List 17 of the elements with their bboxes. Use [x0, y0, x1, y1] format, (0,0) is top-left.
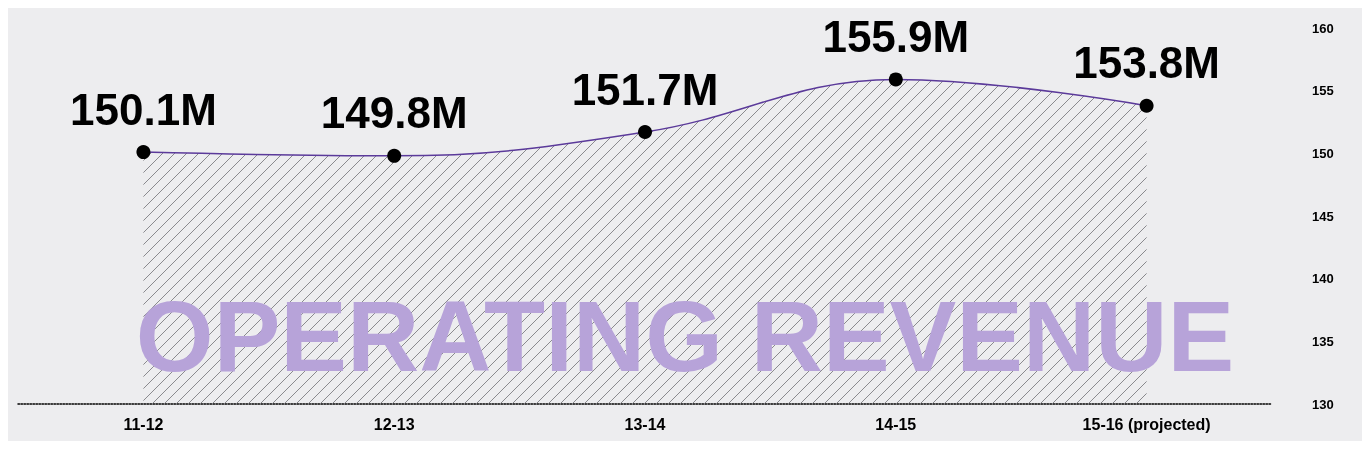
data-label: 149.8M: [320, 88, 468, 138]
y-tick-label: 150: [1312, 145, 1334, 161]
y-tick-label: 140: [1312, 271, 1334, 287]
x-tick-label: 11-12: [123, 415, 164, 433]
data-label: 151.7M: [571, 64, 719, 114]
data-label: 153.8M: [1073, 38, 1220, 88]
x-tick-label: 14-15: [875, 415, 917, 433]
x-tick-label: 13-14: [624, 415, 666, 433]
data-label: 155.9M: [822, 11, 970, 61]
y-tick-label: 145: [1312, 208, 1334, 224]
y-tick-label: 130: [1312, 396, 1334, 412]
y-tick-label: 160: [1312, 20, 1334, 36]
x-tick-label: 15-16 (projected): [1082, 415, 1211, 433]
x-tick-label: 12-13: [373, 415, 415, 433]
data-label: 150.1M: [70, 84, 217, 134]
y-tick-label: 135: [1312, 333, 1334, 349]
y-tick-label: 155: [1312, 83, 1334, 99]
